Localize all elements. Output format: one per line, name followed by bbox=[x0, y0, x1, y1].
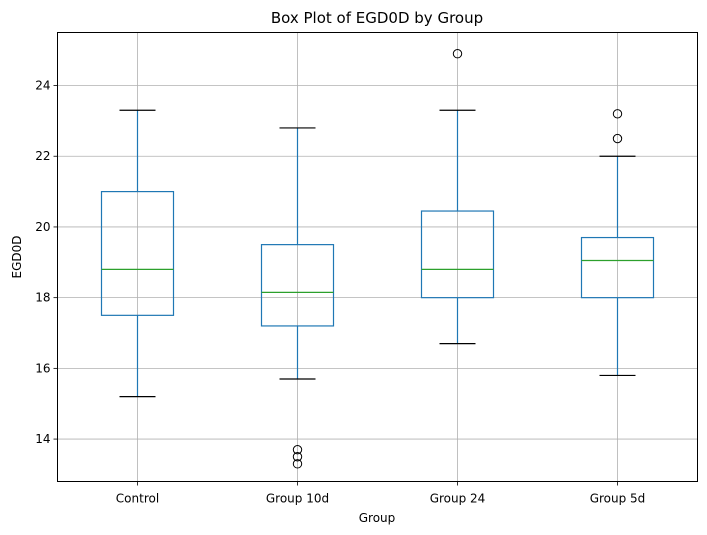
chart-title: Box Plot of EGD0D by Group bbox=[271, 9, 483, 27]
x-tick-label: Group 10d bbox=[266, 492, 329, 506]
grid-lines bbox=[57, 32, 698, 482]
iqr-box bbox=[100, 190, 175, 316]
x-tick-label: Group 5d bbox=[590, 492, 646, 506]
iqr-box bbox=[260, 244, 335, 327]
iqr-box bbox=[580, 236, 655, 299]
y-axis-label: EGD0D bbox=[10, 236, 24, 279]
y-tick-label: 14 bbox=[35, 432, 50, 446]
iqr-box bbox=[420, 210, 495, 299]
box-group bbox=[580, 109, 655, 377]
box-group bbox=[100, 109, 175, 398]
outlier-point bbox=[292, 452, 303, 462]
y-axis-ticks: 14 16 18 20 22 24 bbox=[35, 79, 58, 446]
plot-area-frame bbox=[57, 32, 698, 482]
outlier-point bbox=[612, 109, 623, 119]
y-tick-label: 16 bbox=[35, 361, 50, 375]
box-group bbox=[260, 127, 335, 469]
y-tick-label: 24 bbox=[35, 79, 50, 93]
outlier-point bbox=[612, 133, 623, 144]
x-tick-label: Group 24 bbox=[430, 492, 486, 506]
y-tick-label: 20 bbox=[35, 220, 50, 234]
x-axis-ticks: Control Group 10d Group 24 Group 5d bbox=[116, 481, 646, 506]
outlier-point bbox=[292, 444, 303, 455]
outlier-point bbox=[292, 459, 303, 469]
outlier-point bbox=[452, 49, 463, 59]
x-axis-label: Group bbox=[359, 511, 396, 525]
y-tick-label: 22 bbox=[35, 149, 50, 163]
x-tick-label: Control bbox=[116, 492, 159, 506]
y-tick-label: 18 bbox=[35, 291, 50, 305]
box-group bbox=[420, 49, 495, 345]
boxes bbox=[100, 49, 655, 469]
